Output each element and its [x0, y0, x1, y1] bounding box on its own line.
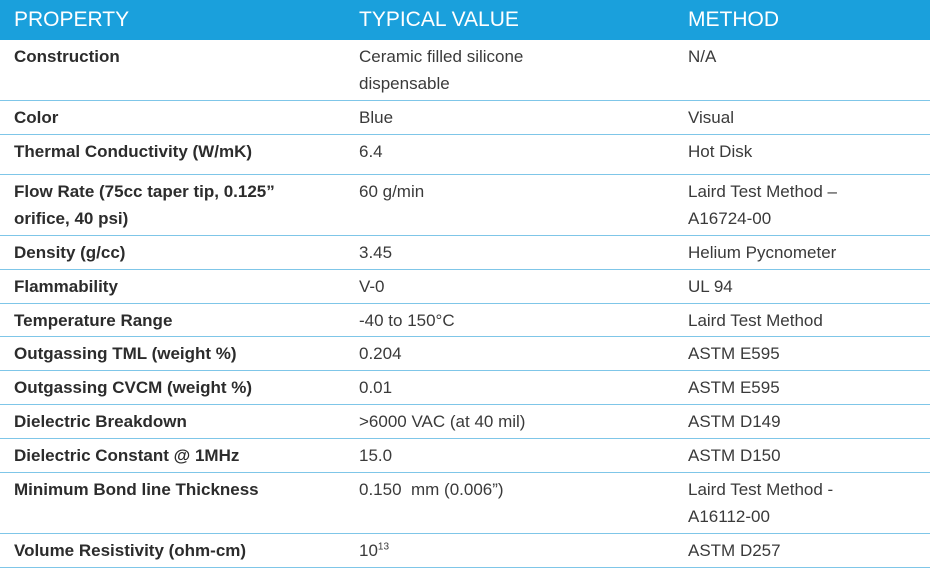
header-typical-value: TYPICAL VALUE	[359, 8, 519, 31]
method-line: A16724-00	[688, 209, 772, 228]
method-cell: ASTM D149	[688, 412, 781, 431]
table-row: Volume Resistivity (ohm-cm) 1013 ASTM D2…	[0, 534, 930, 568]
method-line: A16112-00	[688, 507, 770, 526]
method-cell: N/A	[688, 47, 717, 66]
value-cell: >6000 VAC (at 40 mil)	[359, 412, 526, 431]
table-row: Thermal Conductivity (W/mK) 6.4 Hot Disk	[0, 135, 930, 175]
table-row: Dielectric Breakdown >6000 VAC (at 40 mi…	[0, 405, 930, 439]
method-cell: Laird Test Method – A16724-00	[674, 175, 930, 235]
value-exponent: 13	[377, 541, 390, 553]
method-cell: Hot Disk	[688, 142, 753, 161]
header-method: METHOD	[688, 8, 779, 31]
method-cell: UL 94	[688, 277, 733, 296]
method-cell: Laird Test Method - A16112-00	[674, 473, 930, 533]
method-cell: Visual	[688, 108, 734, 127]
property-cell: Minimum Bond line Thickness	[14, 480, 259, 499]
value-cell: 1013	[345, 534, 674, 567]
property-cell: Outgassing CVCM (weight %)	[14, 378, 252, 397]
value-cell: Ceramic filled silicone dispensable	[345, 40, 674, 100]
method-cell: ASTM D257	[688, 541, 781, 560]
value-line: dispensable	[359, 74, 450, 93]
method-cell: ASTM E595	[688, 344, 780, 363]
value-base: 10	[359, 541, 378, 560]
table-row: Density (g/cc) 3.45 Helium Pycnometer	[0, 236, 930, 270]
value-line: Ceramic filled silicone	[359, 47, 524, 66]
table-row: Color Blue Visual	[0, 101, 930, 135]
value-cell: V-0	[359, 277, 385, 296]
property-cell: Density (g/cc)	[14, 243, 126, 262]
property-line: orifice, 40 psi)	[14, 209, 129, 228]
value-cell: -40 to 150°C	[359, 311, 455, 330]
table-row: Minimum Bond line Thickness 0.150 mm (0.…	[0, 473, 930, 534]
method-cell: ASTM E595	[688, 378, 780, 397]
table-row: Outgassing TML (weight %) 0.204 ASTM E59…	[0, 337, 930, 371]
table-row: Construction Ceramic filled silicone dis…	[0, 40, 930, 101]
value-cell: 0.01	[359, 378, 393, 397]
property-cell: Volume Resistivity (ohm-cm)	[14, 541, 247, 560]
property-cell: Temperature Range	[14, 311, 173, 330]
header-property: PROPERTY	[14, 8, 130, 31]
value-cell: 0.204	[359, 344, 402, 363]
property-cell: Construction	[14, 47, 120, 66]
property-cell: Color	[14, 108, 59, 127]
property-cell: Outgassing TML (weight %)	[14, 344, 237, 363]
property-cell: Flammability	[14, 277, 118, 296]
property-cell: Dielectric Breakdown	[14, 412, 187, 431]
table-row: Flammability V-0 UL 94	[0, 270, 930, 304]
value-cell: 3.45	[359, 243, 393, 262]
value-cell: 6.4	[359, 142, 383, 161]
table-row: Flow Rate (75cc taper tip, 0.125” orific…	[0, 175, 930, 236]
table-row: Outgassing CVCM (weight %) 0.01 ASTM E59…	[0, 371, 930, 405]
value-cell: Blue	[359, 108, 394, 127]
table-row: Dielectric Constant @ 1MHz 15.0 ASTM D15…	[0, 439, 930, 473]
method-line: Laird Test Method –	[688, 182, 837, 201]
value-cell: 60 g/min	[359, 182, 425, 201]
value-cell: 0.150 mm (0.006”)	[359, 480, 504, 499]
method-cell: ASTM D150	[688, 446, 781, 465]
method-line: Laird Test Method -	[688, 480, 834, 499]
table-row: Temperature Range -40 to 150°C Laird Tes…	[0, 304, 930, 337]
property-line: Flow Rate (75cc taper tip, 0.125”	[14, 182, 275, 201]
table-header: PROPERTY TYPICAL VALUE METHOD	[0, 0, 930, 40]
property-cell: Dielectric Constant @ 1MHz	[14, 446, 240, 465]
method-cell: Laird Test Method	[688, 311, 823, 330]
property-cell: Thermal Conductivity (W/mK)	[14, 142, 253, 161]
value-cell: 15.0	[359, 446, 393, 465]
property-cell: Flow Rate (75cc taper tip, 0.125” orific…	[0, 175, 345, 235]
method-cell: Helium Pycnometer	[688, 243, 837, 262]
